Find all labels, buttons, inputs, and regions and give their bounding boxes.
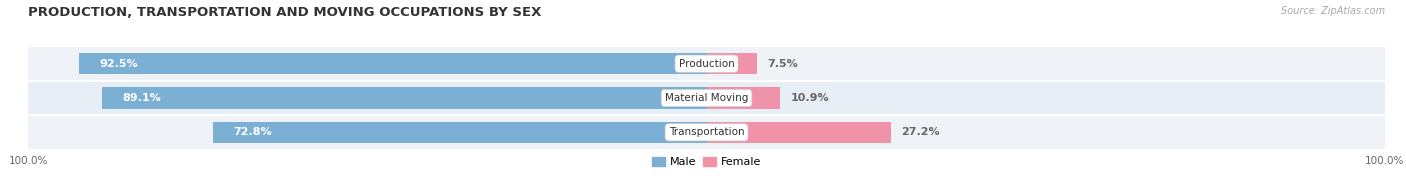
Bar [28, 81, 1385, 115]
Text: 10.9%: 10.9% [790, 93, 830, 103]
Bar [707, 122, 891, 143]
Bar [707, 87, 780, 109]
Legend: Male, Female: Male, Female [652, 157, 761, 167]
Text: 92.5%: 92.5% [100, 59, 138, 69]
Bar [103, 87, 707, 109]
Bar [28, 115, 1385, 150]
Text: 89.1%: 89.1% [122, 93, 162, 103]
Text: 72.8%: 72.8% [233, 127, 271, 137]
Text: 7.5%: 7.5% [768, 59, 799, 69]
Text: Production: Production [679, 59, 734, 69]
Text: 27.2%: 27.2% [901, 127, 939, 137]
Bar [28, 47, 1385, 81]
Bar [212, 122, 707, 143]
Bar [79, 53, 707, 74]
Text: Transportation: Transportation [669, 127, 744, 137]
Bar [707, 53, 758, 74]
Text: PRODUCTION, TRANSPORTATION AND MOVING OCCUPATIONS BY SEX: PRODUCTION, TRANSPORTATION AND MOVING OC… [28, 6, 541, 19]
Text: Source: ZipAtlas.com: Source: ZipAtlas.com [1281, 6, 1385, 16]
Text: Material Moving: Material Moving [665, 93, 748, 103]
